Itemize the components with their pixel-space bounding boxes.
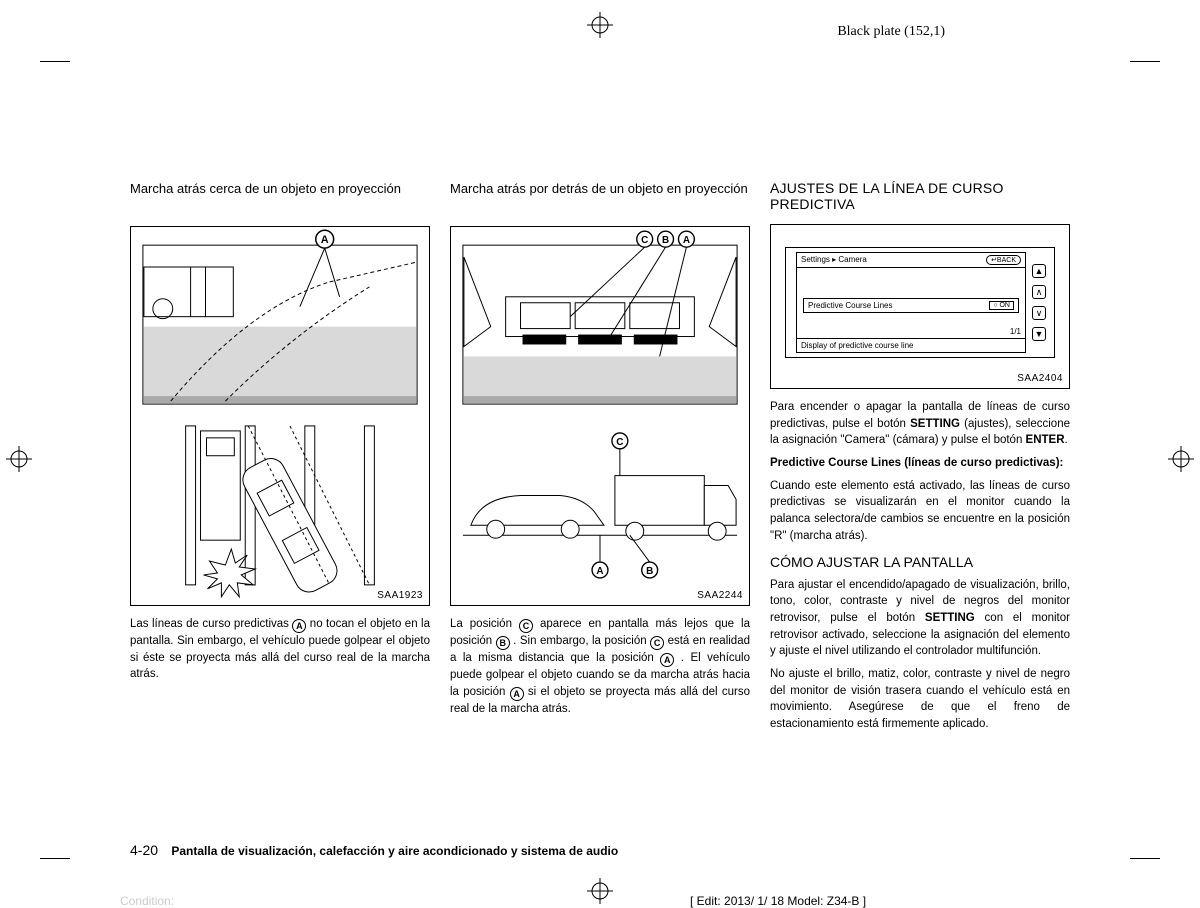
heading-ajustes: AJUSTES DE LA LÍNEA DE CURSO PREDICTIVA bbox=[770, 180, 1070, 216]
crop-mark bbox=[1130, 61, 1160, 62]
col1-text: Las líneas de curso predictivas A no toc… bbox=[130, 616, 430, 683]
statusbar: Display of predictive course line bbox=[797, 338, 1025, 352]
svg-text:B: B bbox=[662, 235, 669, 246]
row-label: Predictive Course Lines bbox=[808, 301, 892, 310]
back-button[interactable]: ↵BACK bbox=[986, 255, 1021, 265]
breadcrumb: Settings ▸ Camera bbox=[801, 255, 867, 265]
figure1-svg: A bbox=[131, 227, 429, 605]
page-number: 4-20 bbox=[130, 842, 158, 858]
pager: 1/1 bbox=[1010, 327, 1021, 336]
crop-mark bbox=[40, 858, 70, 859]
settings-screen: Settings ▸ Camera ↵BACK Predictive Cours… bbox=[785, 247, 1055, 358]
label-a-icon: A bbox=[660, 653, 674, 667]
p1e: . bbox=[1065, 434, 1068, 446]
svg-text:A: A bbox=[683, 235, 690, 246]
scroll-down2-icon[interactable]: ∨ bbox=[1032, 306, 1046, 320]
edit-metadata: [ Edit: 2013/ 1/ 18 Model: Z34-B ] bbox=[690, 894, 866, 908]
figure2-svg: C B A bbox=[451, 227, 749, 605]
predictive-lines-row[interactable]: Predictive Course Lines ○ ON bbox=[803, 298, 1019, 313]
figure-1: A bbox=[130, 226, 430, 606]
section-title: Pantalla de visualización, calefacción y… bbox=[171, 844, 618, 858]
row-state: ○ ON bbox=[989, 301, 1014, 310]
heading-como-ajustar: CÓMO AJUSTAR LA PANTALLA bbox=[770, 552, 1070, 572]
scroll-up2-icon[interactable]: ∧ bbox=[1032, 285, 1046, 299]
figure2-caption: Marcha atrás por detrás de un objeto en … bbox=[450, 180, 750, 216]
crop-mark bbox=[1130, 858, 1160, 859]
label-c-icon: C bbox=[650, 636, 664, 650]
label-a-icon: A bbox=[510, 687, 524, 701]
svg-text:C: C bbox=[641, 235, 648, 246]
condition-label: Condition: bbox=[120, 894, 174, 908]
registration-mark bbox=[1168, 446, 1194, 472]
figure-2: C B A bbox=[450, 226, 750, 606]
p4b: SETTING bbox=[925, 612, 975, 624]
figure3-code: SAA2404 bbox=[1017, 373, 1063, 384]
column-1: Marcha atrás cerca de un objeto en proye… bbox=[130, 180, 430, 739]
plate-label: Black plate (152,1) bbox=[837, 24, 945, 40]
col2-text: La posición C aparece en pantalla más le… bbox=[450, 616, 750, 717]
svg-text:A: A bbox=[596, 566, 603, 577]
registration-mark bbox=[587, 878, 613, 904]
svg-text:C: C bbox=[616, 437, 623, 448]
svg-text:A: A bbox=[321, 234, 329, 246]
p5: No ajuste el brillo, matiz, color, contr… bbox=[770, 666, 1070, 733]
registration-mark bbox=[6, 446, 32, 472]
figure2-code: SAA2244 bbox=[697, 590, 743, 601]
page-content: Marcha atrás cerca de un objeto en proye… bbox=[130, 180, 1070, 739]
p1d: ENTER bbox=[1026, 434, 1065, 446]
side-buttons: ▲ ∧ ∨ ▼ bbox=[1032, 264, 1048, 341]
scroll-down-icon[interactable]: ▼ bbox=[1032, 327, 1046, 341]
figure1-code: SAA1923 bbox=[377, 590, 423, 601]
scroll-up-icon[interactable]: ▲ bbox=[1032, 264, 1046, 278]
figure-3: Settings ▸ Camera ↵BACK Predictive Cours… bbox=[770, 224, 1070, 389]
label-b-icon: B bbox=[496, 636, 510, 650]
crop-mark bbox=[40, 61, 70, 62]
col3-text: Para encender o apagar la pantalla de lí… bbox=[770, 399, 1070, 733]
p2: Predictive Course Lines (líneas de curso… bbox=[770, 457, 1063, 469]
p3: Cuando este elemento está activado, las … bbox=[770, 478, 1070, 545]
column-3: AJUSTES DE LA LÍNEA DE CURSO PREDICTIVA … bbox=[770, 180, 1070, 739]
label-c-icon: C bbox=[519, 619, 533, 633]
settings-display: Settings ▸ Camera ↵BACK Predictive Cours… bbox=[796, 252, 1026, 353]
registration-mark bbox=[587, 12, 613, 38]
svg-text:B: B bbox=[646, 566, 653, 577]
label-a-icon: A bbox=[292, 619, 306, 633]
figure1-caption: Marcha atrás cerca de un objeto en proye… bbox=[130, 180, 430, 216]
page-footer: 4-20 Pantalla de visualización, calefacc… bbox=[130, 842, 1070, 858]
p1b: SETTING bbox=[910, 418, 960, 430]
column-2: Marcha atrás por detrás de un objeto en … bbox=[450, 180, 750, 739]
